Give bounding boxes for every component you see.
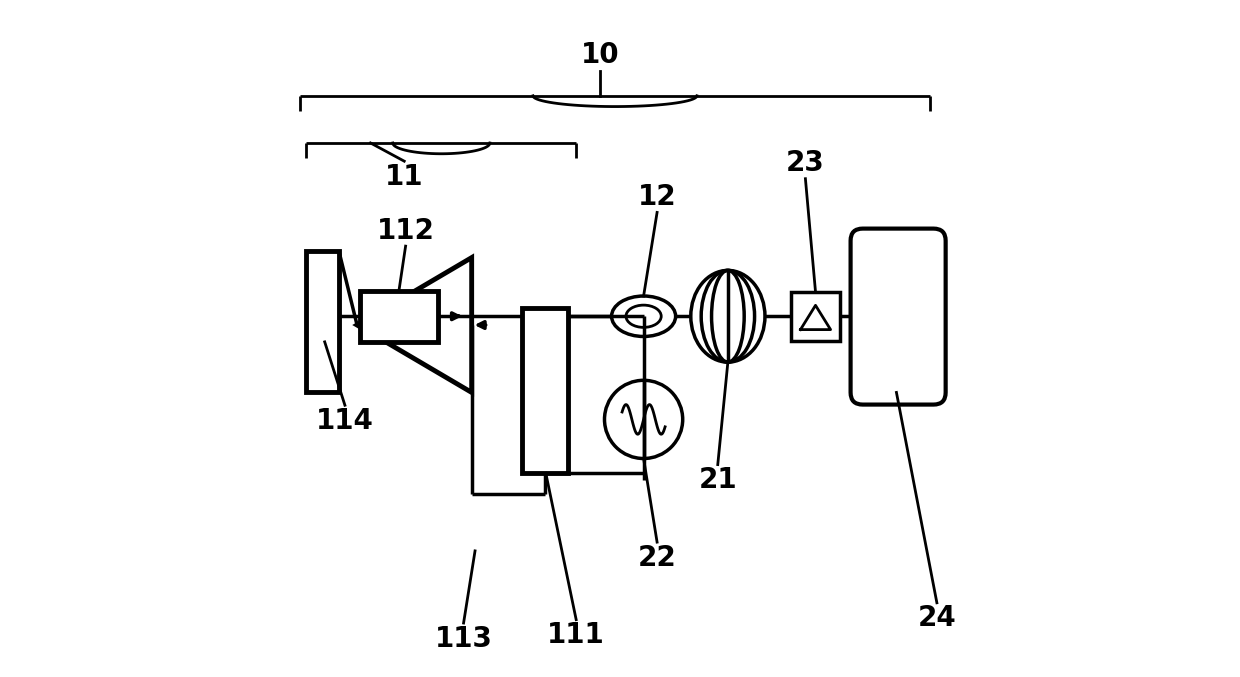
- Text: 21: 21: [698, 466, 737, 494]
- Bar: [522, 308, 568, 473]
- Bar: [791, 292, 839, 341]
- Text: 10: 10: [580, 41, 619, 69]
- Text: 23: 23: [786, 149, 825, 177]
- Text: 112: 112: [377, 217, 434, 244]
- Text: 24: 24: [918, 605, 956, 632]
- Text: 11: 11: [384, 162, 424, 191]
- Bar: [361, 291, 438, 342]
- Bar: [306, 251, 339, 393]
- FancyBboxPatch shape: [851, 229, 946, 405]
- Text: 12: 12: [637, 183, 676, 211]
- Text: 114: 114: [316, 407, 373, 435]
- Text: 113: 113: [435, 624, 492, 653]
- Text: 111: 111: [547, 621, 605, 649]
- Text: 22: 22: [637, 544, 677, 571]
